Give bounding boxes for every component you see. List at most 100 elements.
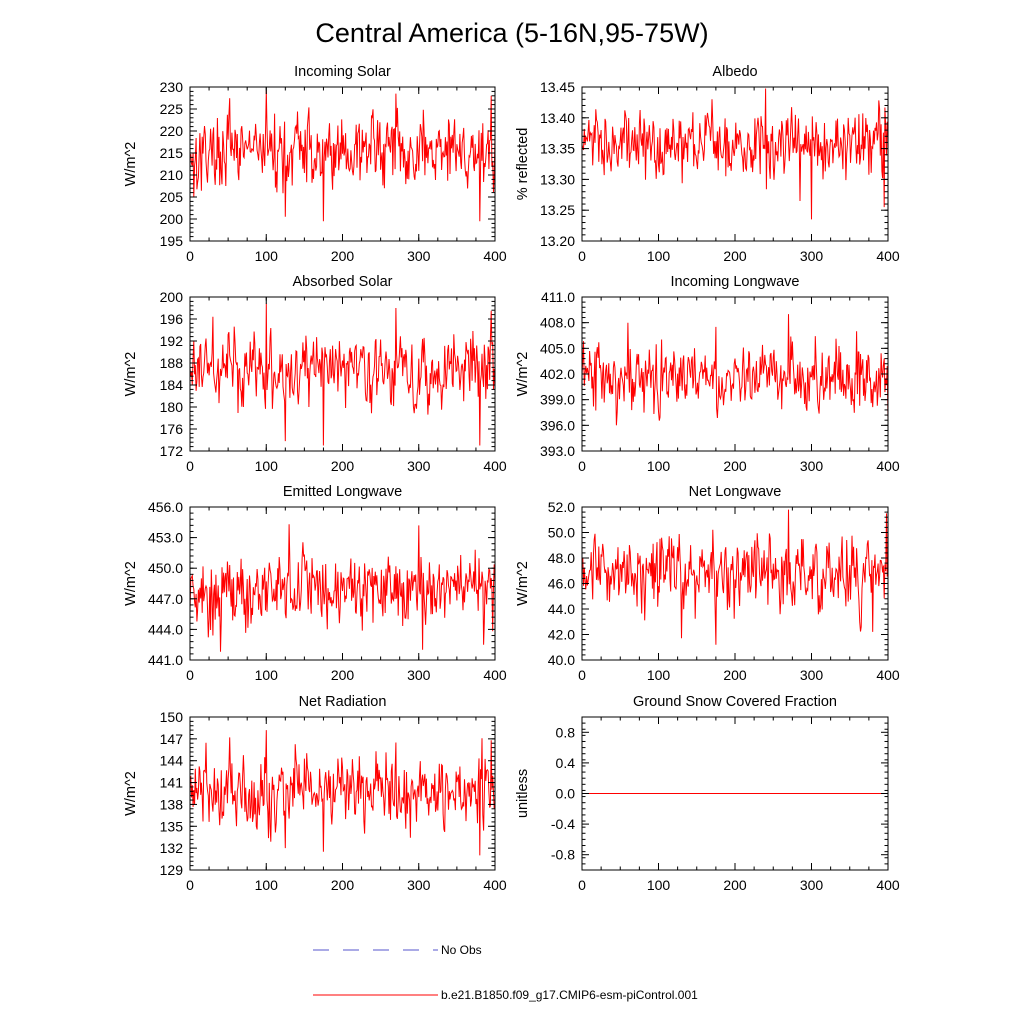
y-tick-label: 132 bbox=[160, 840, 184, 856]
x-tick-label: 0 bbox=[186, 667, 194, 683]
x-tick-label: 400 bbox=[483, 458, 507, 474]
y-tick-label: 195 bbox=[160, 233, 184, 249]
x-tick-label: 0 bbox=[186, 248, 194, 264]
legend-model-label: b.e21.B1850.f09_g17.CMIP6-esm-piControl.… bbox=[441, 988, 698, 1002]
panel-title: Absorbed Solar bbox=[293, 274, 393, 290]
y-tick-label: 13.25 bbox=[540, 202, 575, 218]
panel-emitted-longwave: Emitted Longwave W/m^2 0 100 200 300 400 441.0 4… bbox=[123, 484, 507, 683]
y-tick-label: 176 bbox=[160, 421, 184, 437]
y-tick-label: 172 bbox=[160, 443, 184, 459]
y-tick-label: 192 bbox=[160, 333, 184, 349]
x-tick-label: 0 bbox=[578, 667, 586, 683]
x-tick-label: 400 bbox=[876, 667, 900, 683]
y-axis-label: unitless bbox=[515, 769, 531, 818]
panel-title: Incoming Longwave bbox=[671, 274, 800, 290]
y-tick-label: 138 bbox=[160, 796, 184, 812]
y-tick-label: 447.0 bbox=[148, 591, 183, 607]
x-tick-label: 400 bbox=[483, 877, 507, 893]
y-tick-label: 0.8 bbox=[556, 724, 576, 740]
series-line bbox=[189, 524, 496, 652]
y-tick-label: 48.0 bbox=[548, 550, 575, 566]
series-line bbox=[189, 730, 496, 856]
x-tick-label: 200 bbox=[331, 458, 355, 474]
y-tick-label: 46.0 bbox=[548, 576, 575, 592]
panel-ground-snow-covered-fraction: Ground Snow Covered Fraction unitless 0 100… bbox=[515, 694, 900, 893]
x-tick-label: 100 bbox=[647, 667, 671, 683]
y-tick-label: 205 bbox=[160, 189, 184, 205]
plot-frame bbox=[581, 296, 889, 452]
y-tick-label: 50.0 bbox=[548, 525, 575, 541]
y-tick-label: 0.0 bbox=[556, 786, 576, 802]
y-tick-label: -0.4 bbox=[551, 816, 575, 832]
y-tick-label: -0.8 bbox=[551, 847, 575, 863]
y-tick-label: 450.0 bbox=[148, 560, 183, 576]
y-axis-label: W/m^2 bbox=[123, 142, 139, 187]
x-tick-label: 100 bbox=[647, 877, 671, 893]
y-tick-label: 402.0 bbox=[540, 366, 575, 382]
y-tick-label: 405.0 bbox=[540, 340, 575, 356]
legend: No Obs b.e21.B1850.f09_g17.CMIP6-esm-piC… bbox=[313, 943, 698, 1002]
y-tick-label: 441.0 bbox=[148, 652, 183, 668]
y-tick-label: 184 bbox=[160, 377, 184, 393]
x-tick-label: 200 bbox=[331, 877, 355, 893]
y-tick-label: 135 bbox=[160, 818, 184, 834]
y-tick-label: 150 bbox=[160, 709, 184, 725]
x-tick-label: 0 bbox=[578, 248, 586, 264]
series-line bbox=[581, 509, 889, 645]
y-tick-label: 200 bbox=[160, 211, 184, 227]
y-tick-label: 396.0 bbox=[540, 417, 575, 433]
x-tick-label: 100 bbox=[255, 877, 279, 893]
panel-title: Emitted Longwave bbox=[283, 484, 402, 500]
y-tick-label: 52.0 bbox=[548, 499, 575, 515]
series-line bbox=[189, 303, 496, 446]
x-tick-label: 300 bbox=[800, 877, 824, 893]
y-axis-label: W/m^2 bbox=[515, 352, 531, 397]
y-axis-label: % reflected bbox=[515, 128, 531, 201]
x-tick-label: 300 bbox=[407, 458, 431, 474]
x-tick-label: 0 bbox=[578, 458, 586, 474]
x-tick-label: 300 bbox=[407, 877, 431, 893]
x-tick-label: 200 bbox=[723, 248, 747, 264]
x-tick-label: 200 bbox=[723, 667, 747, 683]
x-tick-label: 400 bbox=[483, 667, 507, 683]
y-tick-label: 215 bbox=[160, 145, 184, 161]
panel-title: Net Longwave bbox=[689, 484, 782, 500]
y-tick-label: 220 bbox=[160, 123, 184, 139]
y-tick-label: 42.0 bbox=[548, 627, 575, 643]
y-tick-label: 230 bbox=[160, 79, 184, 95]
panel-title: Net Radiation bbox=[299, 694, 387, 710]
y-axis-label: W/m^2 bbox=[123, 352, 139, 397]
y-tick-label: 225 bbox=[160, 101, 184, 117]
x-tick-label: 400 bbox=[876, 248, 900, 264]
x-tick-label: 100 bbox=[647, 248, 671, 264]
panel-incoming-solar: Incoming Solar W/m^2 0 100 200 300 400 195 200 20… bbox=[123, 64, 507, 264]
series-line bbox=[189, 90, 496, 222]
y-tick-label: 13.20 bbox=[540, 233, 575, 249]
x-tick-label: 100 bbox=[647, 458, 671, 474]
y-tick-label: 453.0 bbox=[148, 530, 183, 546]
plot-frame bbox=[581, 86, 889, 242]
panel-net-radiation: Net Radiation W/m^2 0 100 200 300 400 129 132 135… bbox=[123, 694, 507, 893]
x-tick-label: 0 bbox=[186, 458, 194, 474]
y-tick-label: 411.0 bbox=[541, 289, 575, 305]
y-tick-label: 40.0 bbox=[548, 652, 575, 668]
y-tick-label: 13.35 bbox=[540, 141, 575, 157]
y-tick-label: 13.40 bbox=[540, 110, 575, 126]
x-tick-label: 200 bbox=[723, 877, 747, 893]
x-tick-label: 400 bbox=[483, 248, 507, 264]
panel-incoming-longwave: Incoming Longwave W/m^2 0 100 200 300 400 393.0… bbox=[515, 274, 900, 474]
panel-title: Albedo bbox=[712, 64, 757, 80]
y-tick-label: 44.0 bbox=[548, 601, 575, 617]
y-tick-label: 13.45 bbox=[540, 79, 575, 95]
y-tick-label: 0.4 bbox=[556, 755, 576, 771]
y-tick-label: 444.0 bbox=[148, 621, 183, 637]
y-tick-label: 13.30 bbox=[540, 171, 575, 187]
y-tick-label: 456.0 bbox=[148, 499, 183, 515]
x-tick-label: 100 bbox=[255, 667, 279, 683]
series-line bbox=[581, 314, 889, 426]
y-tick-label: 141 bbox=[160, 775, 184, 791]
x-tick-label: 300 bbox=[800, 458, 824, 474]
x-tick-label: 300 bbox=[407, 248, 431, 264]
series-line bbox=[581, 88, 889, 220]
